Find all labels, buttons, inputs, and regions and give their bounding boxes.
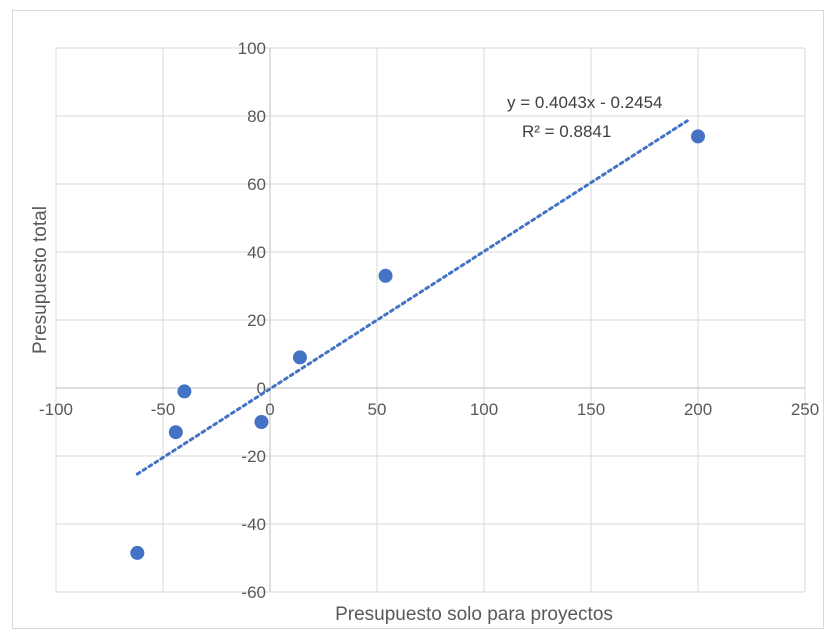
y-axis-title: Presupuesto total bbox=[30, 206, 51, 354]
data-point bbox=[254, 415, 269, 429]
y-tick-label: 60 bbox=[247, 175, 266, 194]
data-points bbox=[130, 129, 705, 560]
y-tick-label: -40 bbox=[241, 515, 266, 534]
y-tick-label: 80 bbox=[247, 107, 266, 126]
x-tick-label: 100 bbox=[470, 400, 498, 419]
x-tick-label: 0 bbox=[265, 400, 274, 419]
x-axis-title: Presupuesto solo para proyectos bbox=[335, 604, 613, 625]
data-point bbox=[292, 350, 307, 365]
tick-labels: -100 -50 0 50 100 150 200 250 -60 -40 -20 0 20 40 60 80… bbox=[39, 39, 819, 602]
trendline-equation: y = 0.4043x - 0.2454 bbox=[507, 93, 662, 112]
y-tick-label: 40 bbox=[247, 243, 266, 262]
y-tick-label: 20 bbox=[247, 311, 266, 330]
data-point bbox=[177, 384, 192, 399]
x-tick-label: 150 bbox=[577, 400, 605, 419]
trendline-r2: R² = 0.8841 bbox=[522, 122, 611, 141]
grid-lines bbox=[55, 47, 806, 593]
y-tick-label: -60 bbox=[241, 583, 266, 602]
data-point bbox=[130, 545, 145, 560]
trendline-line bbox=[135, 119, 689, 476]
y-tick-label: 0 bbox=[257, 379, 266, 398]
x-tick-label: 200 bbox=[684, 400, 712, 419]
y-tick-label: 100 bbox=[238, 39, 266, 58]
x-tick-label: -100 bbox=[39, 400, 73, 419]
x-tick-label: 250 bbox=[791, 400, 819, 419]
trendline bbox=[135, 119, 689, 476]
data-point bbox=[691, 129, 705, 144]
data-point bbox=[378, 268, 393, 283]
data-point bbox=[168, 425, 183, 440]
y-tick-label: -20 bbox=[241, 447, 266, 466]
x-tick-label: 50 bbox=[368, 400, 387, 419]
x-tick-label: -50 bbox=[151, 400, 176, 419]
